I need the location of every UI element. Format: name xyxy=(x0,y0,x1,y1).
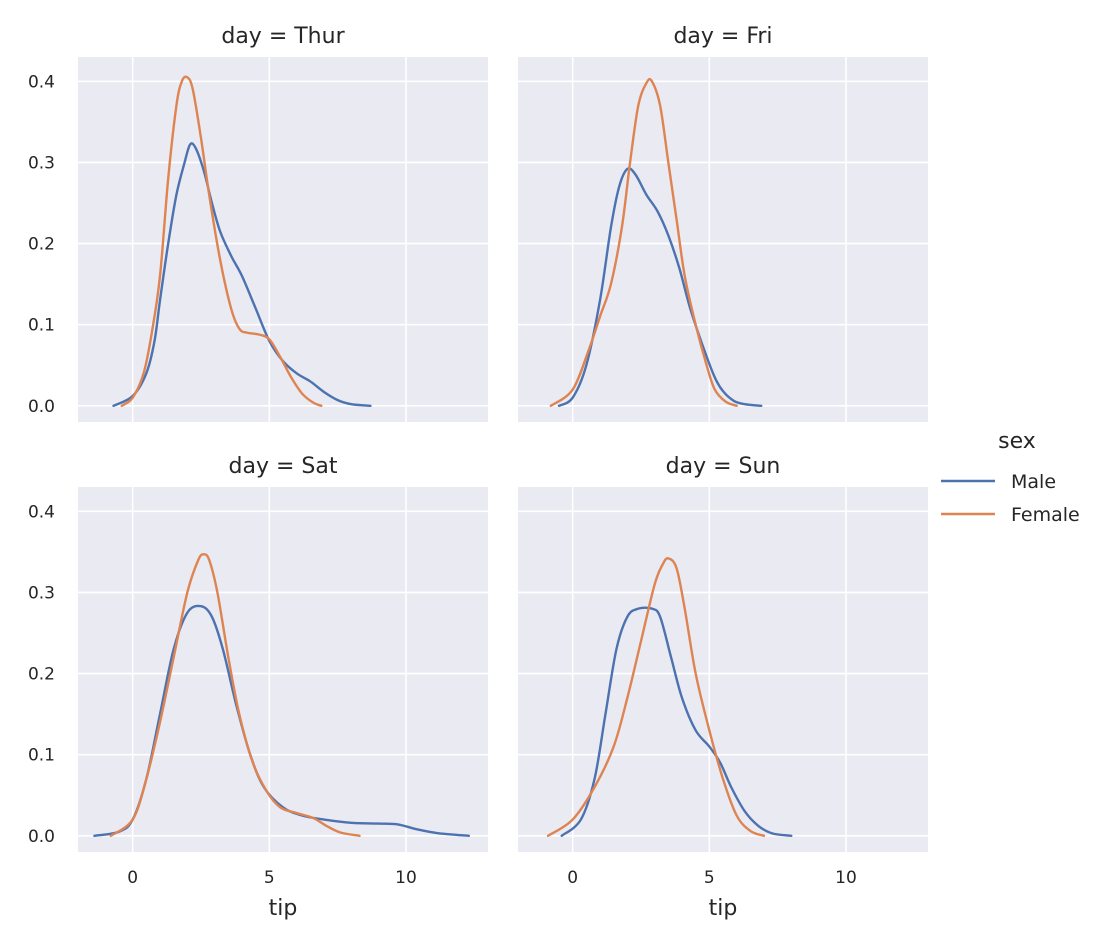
y-tick-label: 0.4 xyxy=(28,502,55,522)
x-tick-label: 5 xyxy=(264,868,275,888)
panel-background xyxy=(518,487,928,852)
y-tick-label: 0.3 xyxy=(28,153,55,173)
facet-panel: day = Thur 0.0 0.1 0.2 0.3 0.4 xyxy=(28,24,488,422)
panel-title: day = Sun xyxy=(666,454,781,479)
y-tick-label: 0.0 xyxy=(28,827,55,847)
x-tick-label: 10 xyxy=(395,868,417,888)
legend: sex Male Female xyxy=(941,429,1080,526)
x-tick-label: 5 xyxy=(704,868,715,888)
y-tick-label: 0.4 xyxy=(28,72,55,92)
kde-line-male xyxy=(557,167,763,407)
panel-background xyxy=(518,57,928,422)
y-tick-label: 0.2 xyxy=(28,235,55,255)
facet-panel: day = Fri xyxy=(518,24,928,422)
x-tick-label: 0 xyxy=(127,868,138,888)
panel-title: day = Thur xyxy=(221,24,345,49)
kde-line-female xyxy=(120,75,323,407)
kde-line-male xyxy=(112,142,372,407)
y-tick-label: 0.1 xyxy=(28,746,55,766)
x-tick-label: 10 xyxy=(835,868,857,888)
y-tick-label: 0.0 xyxy=(28,397,55,417)
panel-title: day = Sat xyxy=(229,454,338,479)
x-axis-label: tip xyxy=(709,896,738,921)
kde-line-female xyxy=(109,553,361,837)
kde-line-female xyxy=(549,77,738,407)
legend-label-male: Male xyxy=(1011,471,1056,493)
legend-label-female: Female xyxy=(1011,504,1080,526)
facet-panel: day = Sat 0.0 0.1 0.2 0.3 0.4 0 5 10 tip xyxy=(28,454,488,921)
panel-background xyxy=(78,57,488,422)
facet-panel: day = Sun 0 5 10 tip xyxy=(518,454,928,921)
legend-title: sex xyxy=(998,429,1036,454)
panel-background xyxy=(78,487,488,852)
x-axis-label: tip xyxy=(269,896,298,921)
y-tick-label: 0.2 xyxy=(28,665,55,685)
x-tick-label: 0 xyxy=(567,868,578,888)
kde-line-female xyxy=(546,557,766,837)
panels-layer: day = Thur 0.0 0.1 0.2 0.3 0.4 day = Fri day = … xyxy=(28,24,928,921)
panel-title: day = Fri xyxy=(673,24,772,49)
y-tick-label: 0.1 xyxy=(28,316,55,336)
y-tick-label: 0.3 xyxy=(28,583,55,603)
kde-line-male xyxy=(560,606,793,837)
